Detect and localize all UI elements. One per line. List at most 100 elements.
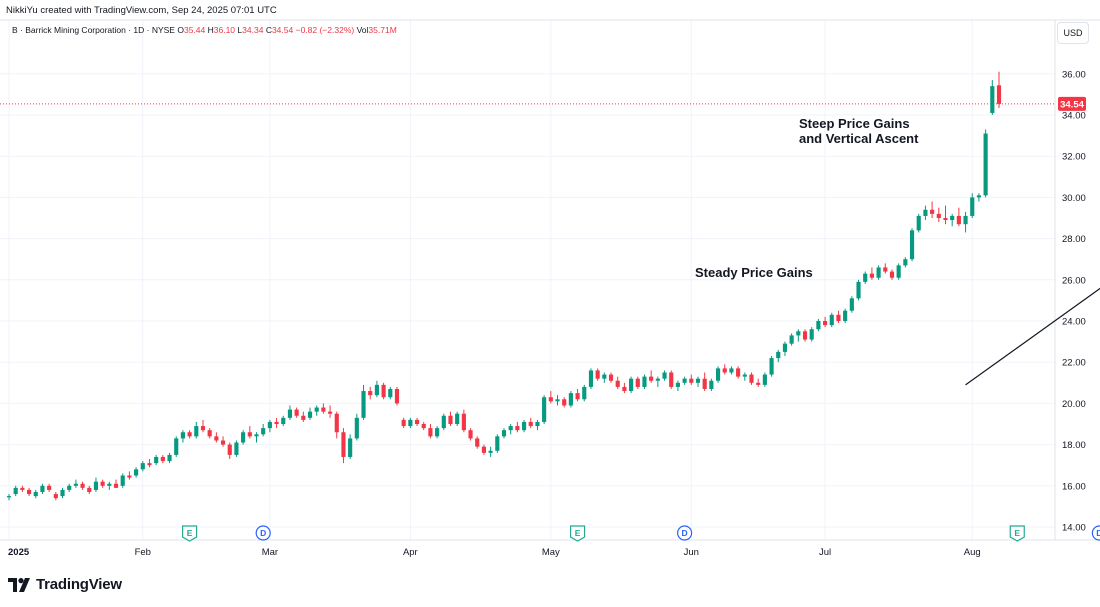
candle: [33, 489, 38, 499]
price-axis[interactable]: 14.00 16.00 18.00 20.00 22.00 24.00 26.00 28.00…: [1062, 69, 1086, 533]
candle: [361, 384, 366, 420]
candle-body: [294, 409, 299, 416]
symbol-legend[interactable]: B · Barrick Mining Corporation · 1D · NY…: [12, 25, 397, 35]
candle-body: [361, 391, 366, 418]
candle-body: [495, 436, 500, 451]
candle-body: [80, 483, 85, 488]
symbol-title[interactable]: B · Barrick Mining Corporation · 1D · NY…: [12, 25, 175, 35]
text-annotation[interactable]: Steady Price Gains: [695, 265, 813, 280]
candle-body: [414, 419, 420, 424]
candle: [120, 473, 125, 488]
earnings-icon: [569, 525, 586, 542]
candle: [849, 296, 854, 313]
candle: [535, 419, 540, 431]
candle-body: [555, 399, 560, 402]
candle: [876, 265, 881, 280]
time-tick-label: Feb: [135, 547, 151, 558]
candle-body: [100, 481, 105, 486]
candle: [214, 432, 219, 443]
candle-body: [267, 421, 272, 429]
chart-grid: [0, 20, 1055, 540]
dividend-event-marker[interactable]: D: [677, 525, 693, 541]
candle-body: [909, 230, 915, 260]
candle-body: [140, 463, 145, 470]
candle-body: [73, 483, 78, 486]
candle: [481, 444, 487, 455]
candle-body: [501, 430, 507, 437]
candle-body: [187, 432, 192, 437]
candle: [742, 372, 747, 381]
candle-body: [47, 485, 52, 490]
tradingview-logo-text: TradingView: [36, 576, 122, 593]
candle-body: [341, 432, 346, 457]
candle: [267, 419, 272, 433]
time-tick-label: Jul: [819, 547, 831, 558]
candle: [107, 481, 112, 490]
candle: [368, 386, 373, 400]
candle: [749, 372, 754, 385]
candle: [956, 207, 961, 227]
price-tick-label: 16.00: [1062, 481, 1086, 492]
earnings-event-marker[interactable]: E: [1009, 525, 1025, 542]
earnings-event-marker[interactable]: E: [569, 525, 586, 542]
candle: [174, 436, 179, 457]
tradingview-logo[interactable]: TradingView: [8, 576, 122, 593]
candle-body: [642, 376, 647, 387]
candle: [501, 428, 507, 439]
candle: [468, 428, 473, 441]
candle-body: [33, 491, 38, 497]
candle: [401, 417, 406, 429]
candle: [796, 329, 801, 342]
candle-body: [241, 432, 246, 443]
candle-body: [127, 475, 132, 478]
candle: [381, 382, 386, 400]
candle: [635, 376, 640, 389]
candle: [736, 366, 741, 379]
candle: [200, 419, 206, 433]
candle-body: [823, 321, 828, 326]
candle-body: [996, 85, 1002, 104]
time-tick-label: Mar: [262, 547, 278, 558]
candle-body: [608, 374, 614, 381]
candle-body: [307, 411, 313, 418]
candle: [140, 461, 145, 472]
candle: [47, 483, 52, 492]
candle: [13, 485, 18, 497]
candle-body: [983, 133, 988, 196]
dividend-event-marker[interactable]: D: [255, 525, 271, 541]
time-tick-label: 2025: [8, 547, 30, 558]
candle-body: [207, 430, 212, 437]
candle: [642, 374, 647, 389]
earnings-event-marker[interactable]: E: [182, 525, 198, 542]
earnings-icon: [1009, 525, 1025, 542]
candle-body: [180, 432, 185, 439]
candle: [394, 386, 400, 406]
candle: [823, 316, 828, 328]
candle: [53, 491, 58, 501]
candle: [675, 380, 680, 392]
trend-line[interactable]: [965, 210, 1100, 386]
candle: [307, 407, 313, 420]
candle: [20, 485, 25, 492]
candle-body: [535, 421, 540, 427]
candle-body: [950, 215, 955, 221]
candle-body: [13, 487, 18, 495]
candle: [67, 483, 72, 492]
candle-body: [468, 430, 473, 439]
currency-button[interactable]: USD: [1057, 22, 1089, 44]
dividend-event-marker[interactable]: D: [1091, 525, 1100, 541]
candle-body: [354, 417, 359, 439]
candle: [435, 426, 440, 439]
open-label: O: [177, 25, 184, 35]
volume-label: Vol: [356, 25, 369, 35]
candle-body: [348, 438, 353, 457]
candle-body: [214, 436, 219, 441]
candle: [441, 413, 446, 431]
candle: [180, 430, 185, 443]
candle: [615, 376, 620, 389]
time-axis[interactable]: 2025FebMarAprMayJunJulAugSepOct: [8, 547, 1100, 558]
